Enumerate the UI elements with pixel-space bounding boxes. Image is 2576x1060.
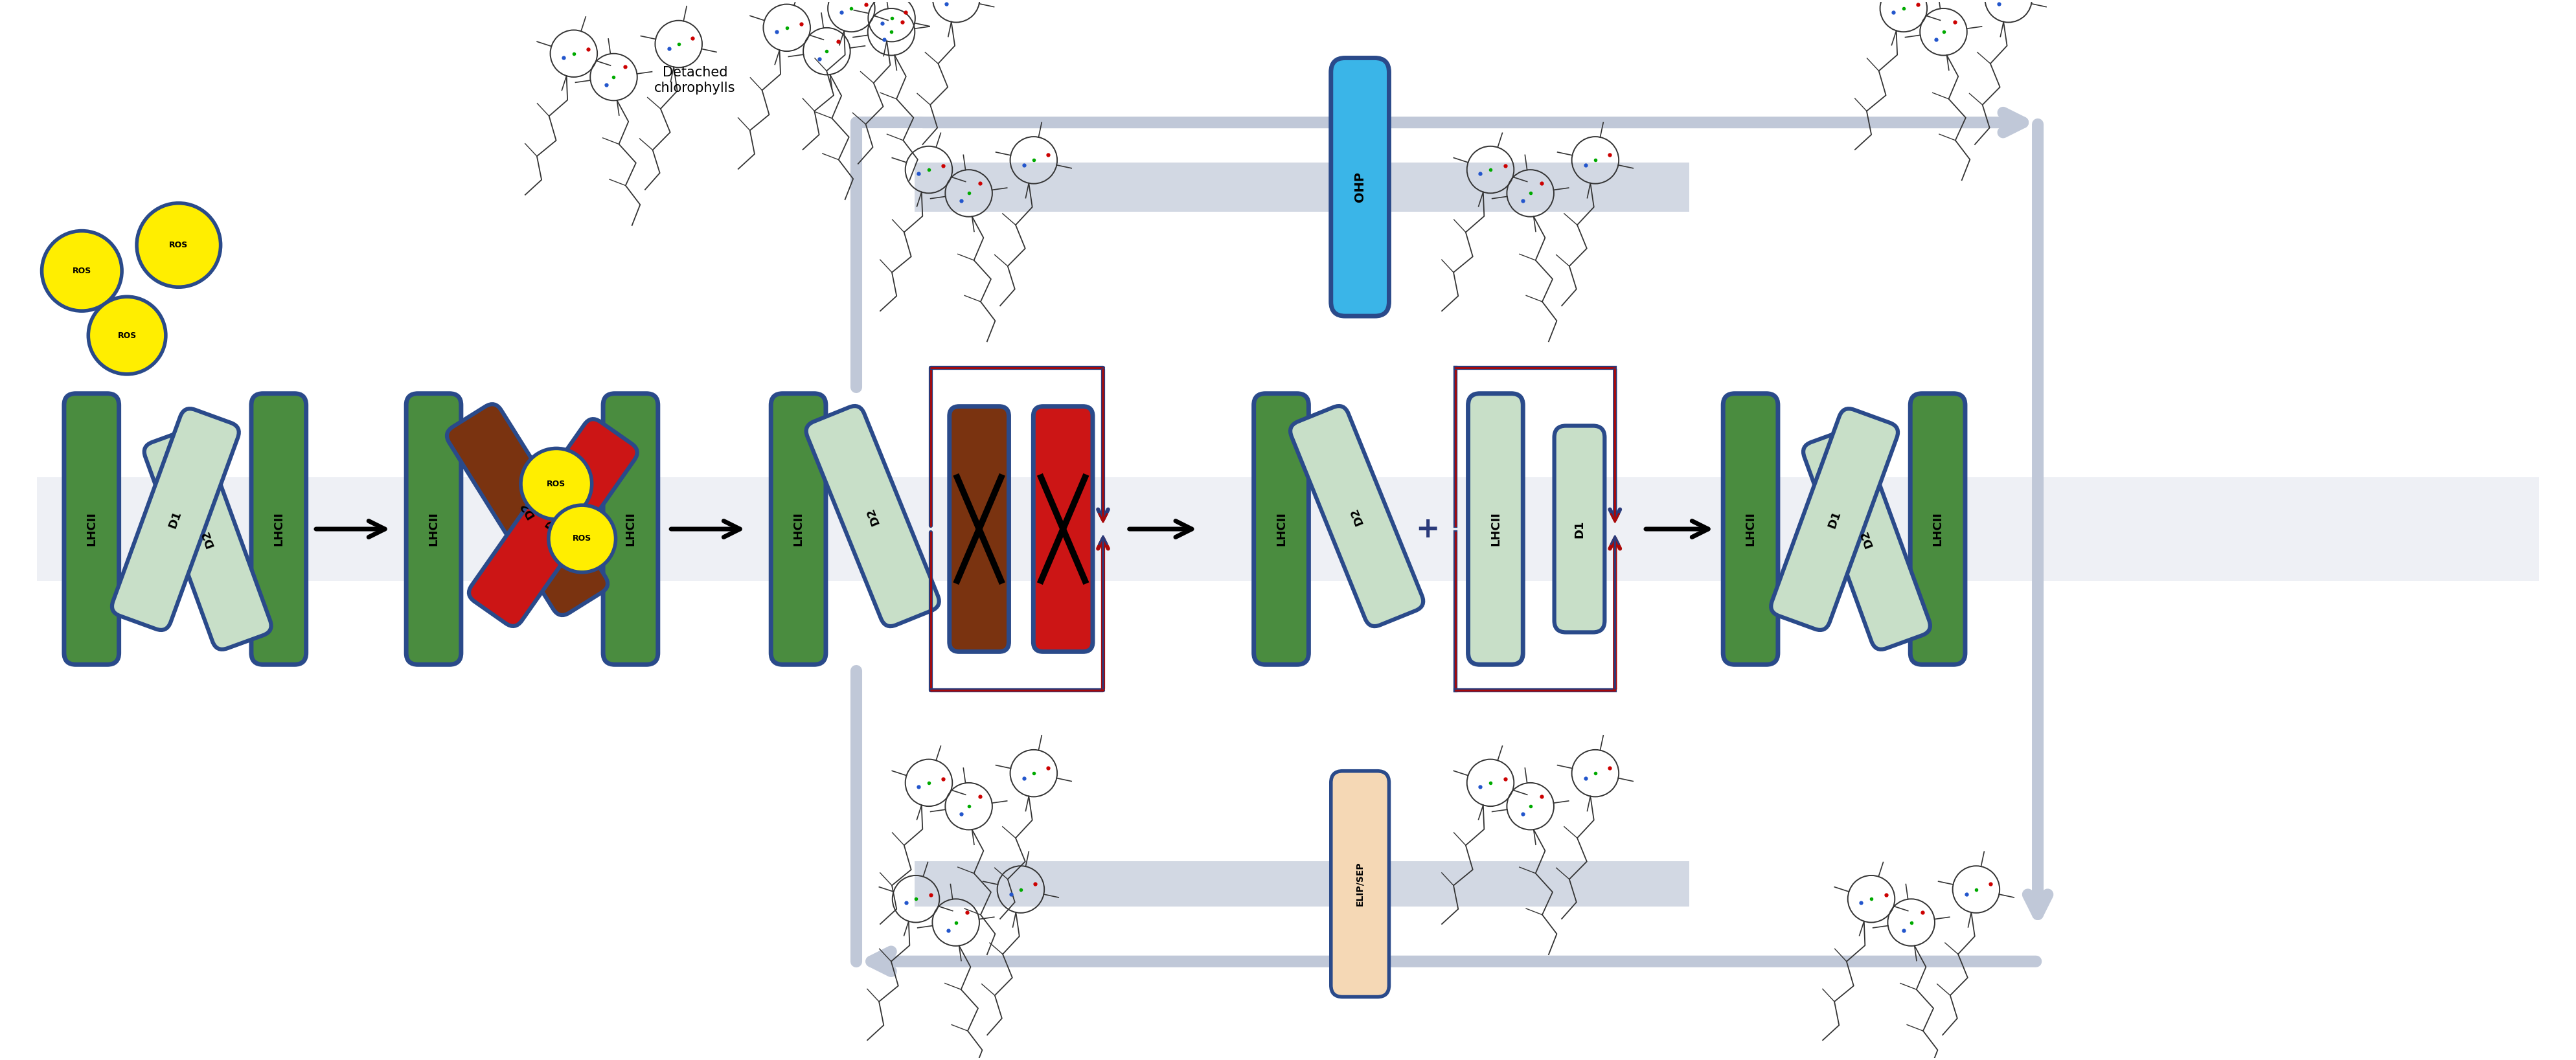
FancyBboxPatch shape: [469, 419, 636, 626]
Text: D2: D2: [1347, 506, 1365, 527]
Bar: [914, 862, 1690, 906]
Text: D2: D2: [863, 506, 881, 527]
Text: LHCII: LHCII: [273, 512, 283, 546]
Circle shape: [549, 506, 616, 572]
FancyBboxPatch shape: [1468, 393, 1522, 665]
Text: D1: D1: [544, 512, 564, 533]
Circle shape: [137, 204, 222, 287]
FancyBboxPatch shape: [64, 393, 118, 665]
Text: D2: D2: [518, 499, 536, 520]
Text: ROS: ROS: [546, 480, 567, 488]
Text: D1: D1: [1826, 509, 1842, 530]
FancyBboxPatch shape: [144, 428, 270, 650]
Text: LHCII: LHCII: [626, 512, 636, 546]
FancyBboxPatch shape: [1255, 393, 1309, 665]
Text: Detached
chlorophylls: Detached chlorophylls: [654, 67, 737, 94]
Text: LHCII: LHCII: [428, 512, 440, 546]
FancyBboxPatch shape: [603, 393, 657, 665]
Text: LHCII: LHCII: [793, 512, 804, 546]
FancyBboxPatch shape: [1772, 409, 1899, 630]
Text: D1: D1: [1574, 520, 1584, 537]
FancyBboxPatch shape: [1291, 406, 1422, 626]
Circle shape: [41, 231, 121, 311]
Text: D2: D2: [198, 528, 216, 549]
Text: LHCII: LHCII: [1744, 512, 1757, 546]
FancyBboxPatch shape: [1553, 426, 1605, 632]
FancyBboxPatch shape: [1332, 771, 1388, 996]
Text: LHCII: LHCII: [1275, 512, 1288, 546]
Text: ELIP/SEP: ELIP/SEP: [1355, 862, 1365, 906]
Text: LHCII: LHCII: [85, 512, 98, 546]
Text: OHP: OHP: [1355, 172, 1365, 202]
Bar: [36, 477, 2540, 581]
Text: LHCII: LHCII: [1489, 512, 1502, 546]
Text: ROS: ROS: [572, 534, 592, 543]
FancyBboxPatch shape: [252, 393, 307, 665]
FancyBboxPatch shape: [1723, 393, 1777, 665]
FancyBboxPatch shape: [770, 393, 827, 665]
Bar: [914, 162, 1690, 212]
FancyBboxPatch shape: [446, 404, 608, 615]
Circle shape: [88, 297, 165, 374]
FancyBboxPatch shape: [806, 406, 940, 626]
FancyBboxPatch shape: [111, 409, 240, 630]
FancyBboxPatch shape: [1803, 428, 1929, 650]
FancyBboxPatch shape: [1332, 58, 1388, 316]
Text: D2: D2: [1857, 528, 1875, 549]
Text: D1: D1: [167, 509, 183, 530]
FancyBboxPatch shape: [1033, 406, 1092, 652]
Text: ROS: ROS: [72, 267, 90, 276]
Text: LHCII: LHCII: [1932, 512, 1942, 546]
FancyBboxPatch shape: [951, 406, 1010, 652]
FancyBboxPatch shape: [1911, 393, 1965, 665]
FancyBboxPatch shape: [407, 393, 461, 665]
Circle shape: [520, 448, 592, 519]
Text: ROS: ROS: [118, 331, 137, 339]
Text: ROS: ROS: [170, 241, 188, 249]
Text: +: +: [1417, 515, 1440, 543]
